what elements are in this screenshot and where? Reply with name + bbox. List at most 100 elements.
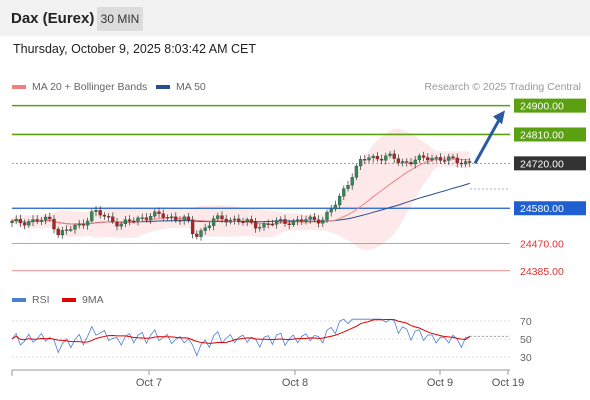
legend-ma50: MA 50 xyxy=(156,81,206,93)
candle-body-17 xyxy=(81,223,86,226)
candle-body-87 xyxy=(375,155,380,160)
candle-body-99 xyxy=(426,157,430,161)
legend-rsi: RSI xyxy=(12,294,50,306)
candle-body-6 xyxy=(35,219,39,222)
candle-body-85 xyxy=(367,157,371,161)
candle-body-3 xyxy=(22,222,27,226)
candle-body-109 xyxy=(468,161,472,163)
candle-body-45 xyxy=(199,230,203,237)
candle-body-65 xyxy=(283,219,287,224)
candle-body-92 xyxy=(396,158,401,163)
level-label-bg-1 xyxy=(514,127,586,142)
rsi-swatch xyxy=(12,298,26,303)
candle-body-12 xyxy=(60,230,65,236)
candle-body-15 xyxy=(73,225,77,230)
candle-body-73 xyxy=(316,219,321,224)
legend-rsi-ma-label: 9MA xyxy=(82,294,104,306)
candle-body-63 xyxy=(274,220,279,225)
timestamp: Thursday, October 9, 2025 8:03:42 AM CET xyxy=(13,42,256,56)
candle-body-80 xyxy=(346,185,350,189)
candle-body-36 xyxy=(161,213,165,218)
candle-body-16 xyxy=(77,223,81,226)
candle-body-76 xyxy=(329,208,333,213)
candle-body-29 xyxy=(132,220,136,223)
candle-body-58 xyxy=(253,222,258,229)
candle-body-19 xyxy=(90,211,94,222)
rsi-tick-0: 70 xyxy=(520,316,532,328)
candle-body-103 xyxy=(442,160,447,162)
legend-ma20-label: MA 20 + Bollinger Bands xyxy=(32,81,148,93)
candle-body-78 xyxy=(337,196,342,206)
candle-body-95 xyxy=(409,162,413,165)
candle-body-77 xyxy=(333,204,338,210)
candle-body-86 xyxy=(371,155,375,158)
candle-body-88 xyxy=(379,158,384,161)
candle-body-5 xyxy=(31,219,35,222)
candle-body-101 xyxy=(434,157,438,159)
candle-body-50 xyxy=(220,215,224,220)
level-label-bg-0 xyxy=(514,98,586,113)
candle-body-30 xyxy=(136,217,140,222)
level-label-0: 24900.00 xyxy=(520,101,564,113)
candle-body-59 xyxy=(258,227,262,229)
candle-body-67 xyxy=(291,220,296,226)
level-label-5: 24385.00 xyxy=(520,266,564,278)
rsi-tick-2: 30 xyxy=(520,352,532,364)
candle-body-55 xyxy=(241,221,245,223)
candle-body-96 xyxy=(413,159,417,165)
candle-body-28 xyxy=(127,219,132,222)
level-label-2: 24720.00 xyxy=(520,158,564,170)
candle-body-14 xyxy=(69,229,73,231)
candle-body-71 xyxy=(308,216,312,220)
candle-body-53 xyxy=(232,218,237,221)
candle-body-52 xyxy=(228,219,233,223)
candle-body-56 xyxy=(245,219,249,222)
chart-header: Dax (Eurex) 30 MIN xyxy=(0,0,590,36)
x-tick-label-0: Oct 7 xyxy=(136,377,162,389)
timeframe-button[interactable]: 30 MIN xyxy=(97,7,143,31)
candle-body-11 xyxy=(56,228,60,236)
level-label-bg-3 xyxy=(514,201,586,216)
rsi-line xyxy=(11,318,470,357)
candle-body-79 xyxy=(342,188,346,197)
candle-body-91 xyxy=(392,153,396,159)
candle-body-35 xyxy=(157,211,161,214)
research-credit: Research © 2025 Trading Central xyxy=(424,81,581,93)
candle-body-0 xyxy=(10,220,14,223)
candle-body-20 xyxy=(94,210,98,212)
candle-body-31 xyxy=(140,217,144,219)
candle-body-44 xyxy=(195,233,199,237)
candle-body-34 xyxy=(153,211,157,217)
instrument-title: Dax (Eurex) xyxy=(11,10,95,27)
candle-body-22 xyxy=(102,214,107,217)
candle-body-4 xyxy=(27,221,31,226)
level-label-1: 24810.00 xyxy=(520,129,564,141)
candle-body-107 xyxy=(459,162,464,165)
level-label-4: 24470.00 xyxy=(520,239,564,251)
candle-body-33 xyxy=(148,216,153,220)
candle-body-69 xyxy=(300,219,304,222)
candle-body-64 xyxy=(279,219,283,221)
candle-body-10 xyxy=(52,218,56,230)
candle-body-97 xyxy=(417,155,422,161)
candle-body-102 xyxy=(438,157,443,161)
candle-body-24 xyxy=(111,216,115,223)
candle-body-93 xyxy=(400,161,405,163)
candle-body-60 xyxy=(262,223,266,228)
rsi-ma-line xyxy=(11,319,471,344)
legend-ma50-label: MA 50 xyxy=(176,81,206,93)
candle-body-105 xyxy=(451,156,455,159)
ma50-swatch xyxy=(156,85,170,90)
candle-body-27 xyxy=(123,219,128,225)
candle-body-26 xyxy=(119,223,123,227)
candle-body-61 xyxy=(266,223,270,225)
candle-body-18 xyxy=(85,220,90,226)
x-tick-label-2: Oct 9 xyxy=(427,377,453,389)
candle-body-68 xyxy=(295,219,300,222)
candle-body-108 xyxy=(463,161,468,165)
projection-arrow-shaft xyxy=(473,115,503,165)
candle-body-70 xyxy=(304,219,308,222)
x-tick-label-3: Oct 19 xyxy=(492,377,524,389)
candle-body-72 xyxy=(312,216,317,220)
